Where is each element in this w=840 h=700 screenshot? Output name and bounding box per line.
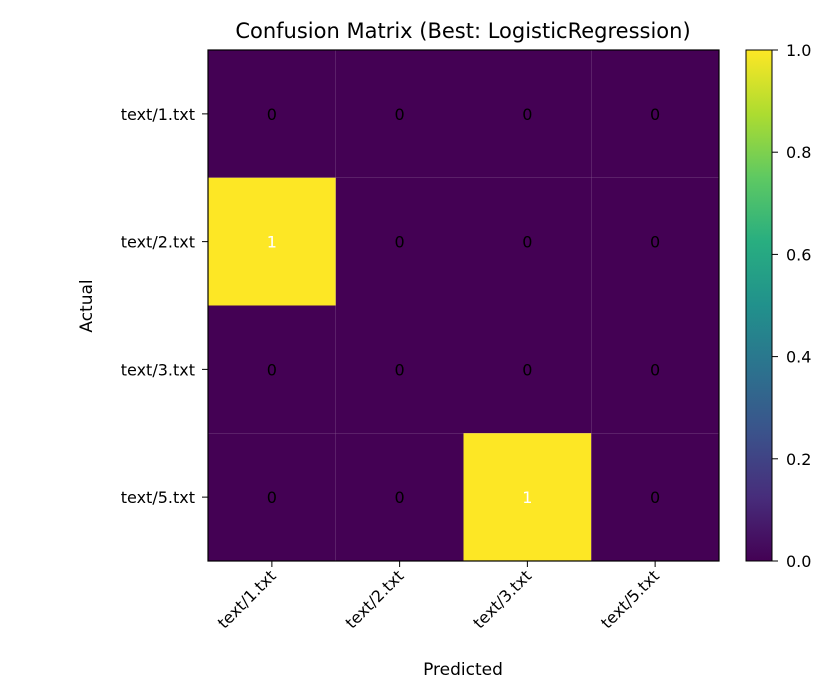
- cell-value-label: 0: [522, 105, 532, 124]
- heatmap-cell: [463, 305, 592, 434]
- heatmap-cell: [208, 50, 336, 178]
- colorbar-tick-label: 1.0: [786, 41, 811, 60]
- y-tick-label: text/5.txt: [121, 488, 195, 507]
- x-tick-label: text/3.txt: [469, 566, 535, 632]
- heatmap-cell: [463, 177, 592, 306]
- heatmap-cell: [208, 433, 336, 561]
- cell-value-label: 0: [395, 360, 405, 379]
- colorbar-tick-label: 0.4: [786, 348, 811, 367]
- y-tick-label: text/1.txt: [121, 105, 195, 124]
- cell-value-label: 1: [522, 488, 532, 507]
- heatmap-cell: [591, 433, 719, 561]
- cell-value-label: 0: [650, 488, 660, 507]
- colorbar-ticks: 0.0 0.2 0.4 0.6 0.8 1.0: [772, 41, 811, 571]
- heatmap-cell: [591, 305, 719, 434]
- heatmap-cell-labels: 0 0 0 0 1 0 0 0 0 0 0 0 0 0 1 0: [267, 105, 660, 507]
- heatmap-cell: [335, 50, 464, 178]
- x-axis-ticks: text/1.txt text/2.txt text/3.txt text/5.txt: [214, 561, 663, 632]
- heatmap-cell: [335, 433, 464, 561]
- y-axis-label: Actual: [77, 279, 97, 332]
- cell-value-label: 0: [522, 360, 532, 379]
- colorbar-tick-label: 0.0: [786, 552, 811, 571]
- heatmap-cell: [208, 177, 336, 306]
- heatmap-cell: [463, 50, 592, 178]
- heatmap-cell: [463, 433, 592, 561]
- cell-value-label: 0: [267, 105, 277, 124]
- cell-value-label: 0: [395, 488, 405, 507]
- colorbar: [745, 49, 773, 562]
- cell-value-label: 0: [522, 233, 532, 252]
- x-tick-label: text/1.txt: [214, 566, 280, 632]
- cell-value-label: 1: [267, 233, 277, 252]
- x-tick-label: text/2.txt: [342, 566, 408, 632]
- colorbar-tick-label: 0.8: [786, 143, 811, 162]
- plot-frame: [207, 49, 720, 562]
- x-axis-label: Predicted: [423, 660, 503, 680]
- heatmap-cell: [591, 177, 719, 306]
- colorbar-tick-label: 0.2: [786, 450, 811, 469]
- cell-value-label: 0: [395, 233, 405, 252]
- heatmap-cells: [208, 50, 719, 561]
- colorbar-tick-label: 0.6: [786, 245, 811, 264]
- heatmap-cell: [335, 177, 464, 306]
- cell-value-label: 0: [650, 105, 660, 124]
- cell-value-label: 0: [267, 360, 277, 379]
- heatmap-cell: [208, 305, 336, 434]
- x-tick-label: text/5.txt: [597, 566, 663, 632]
- y-tick-label: text/3.txt: [121, 360, 195, 379]
- cell-value-label: 0: [267, 488, 277, 507]
- heatmap-cell: [591, 50, 719, 178]
- chart-title: Confusion Matrix (Best: LogisticRegressi…: [235, 19, 690, 43]
- cell-value-label: 0: [650, 233, 660, 252]
- cell-value-label: 0: [395, 105, 405, 124]
- cell-value-label: 0: [650, 360, 660, 379]
- heatmap-cell: [335, 305, 464, 434]
- y-axis-ticks: text/1.txt text/2.txt text/3.txt text/5.txt: [121, 105, 208, 507]
- y-tick-label: text/2.txt: [121, 233, 195, 252]
